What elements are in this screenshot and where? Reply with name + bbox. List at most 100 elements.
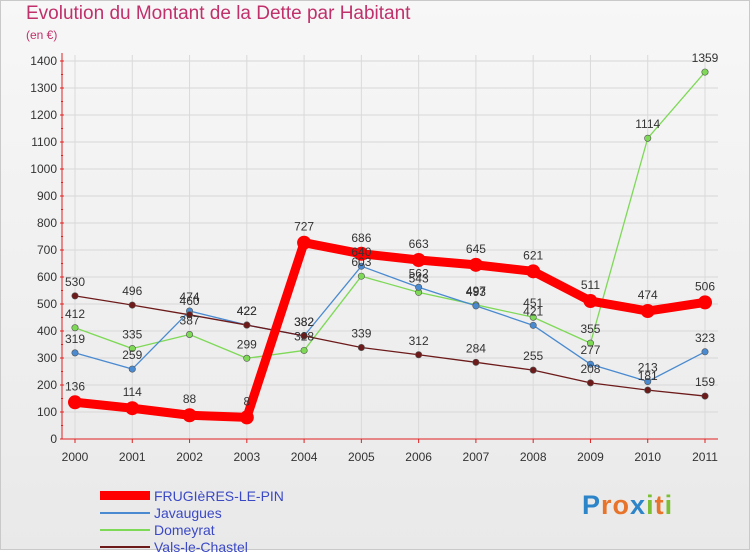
data-label-3: 181 [638, 369, 658, 383]
legend-label-javaugues: Javaugues [154, 504, 222, 521]
data-label-3: 312 [409, 334, 429, 348]
y-tick-label: 400 [37, 324, 57, 338]
data-point-3 [644, 386, 652, 394]
data-label-2: 328 [294, 329, 314, 343]
data-label-0: 621 [523, 248, 543, 262]
y-tick-label: 1400 [30, 54, 57, 68]
data-label-2: 1114 [635, 117, 660, 131]
data-point-0 [583, 294, 598, 309]
data-point-1 [644, 377, 652, 385]
data-point-0 [526, 264, 541, 279]
data-point-3 [71, 292, 79, 300]
data-label-1: 640 [351, 245, 371, 259]
data-point-1 [586, 360, 594, 368]
data-label-0: 727 [294, 220, 314, 234]
data-point-2 [586, 339, 594, 347]
data-point-1 [529, 321, 537, 329]
data-point-3 [701, 392, 709, 400]
data-label-1: 277 [580, 343, 600, 357]
data-point-2 [701, 68, 709, 76]
x-tick-label: 2004 [291, 450, 318, 464]
data-point-0 [640, 304, 655, 319]
data-label-1: 562 [409, 266, 429, 280]
data-point-3 [586, 379, 594, 387]
y-tick-label: 800 [37, 216, 57, 230]
data-point-2 [529, 313, 537, 321]
data-label-0: 136 [65, 379, 85, 393]
data-label-3: 284 [466, 341, 486, 355]
y-tick-label: 200 [37, 378, 57, 392]
data-point-1 [128, 365, 136, 373]
data-point-1 [701, 348, 709, 356]
data-point-2 [71, 324, 79, 332]
data-label-1: 422 [237, 304, 257, 318]
data-point-1 [71, 349, 79, 357]
data-point-2 [644, 134, 652, 142]
data-label-3: 530 [65, 275, 85, 289]
data-label-3: 460 [180, 294, 200, 308]
data-point-0 [354, 246, 369, 261]
data-label-0: 511 [581, 278, 600, 292]
data-point-2 [300, 346, 308, 354]
data-point-3 [243, 321, 251, 329]
data-point-0 [68, 395, 82, 410]
data-label-2: 497 [466, 284, 486, 298]
data-label-1: 319 [65, 332, 85, 346]
data-point-1 [357, 262, 365, 270]
data-point-3 [186, 311, 194, 319]
x-tick-label: 2010 [634, 450, 661, 464]
legend-swatch-domeyrat [100, 528, 150, 531]
data-point-0 [698, 295, 712, 310]
data-label-1: 259 [122, 348, 142, 362]
data-label-3: 255 [523, 349, 543, 363]
legend: FRUGIèRES-LE-PIN Javaugues Domeyrat Vals… [100, 487, 284, 555]
y-tick-label: 900 [37, 189, 57, 203]
data-label-2: 603 [351, 255, 371, 269]
legend-item-frugieres: FRUGIèRES-LE-PIN [100, 487, 284, 504]
data-label-2: 543 [409, 271, 429, 285]
x-tick-label: 2008 [520, 450, 547, 464]
data-point-2 [128, 345, 136, 353]
data-point-3 [300, 332, 308, 340]
data-point-0 [411, 252, 426, 267]
legend-swatch-javaugues [100, 511, 150, 514]
data-label-3: 496 [122, 284, 142, 298]
y-tick-label: 1100 [31, 135, 57, 149]
data-label-0: 663 [409, 237, 429, 251]
y-tick-label: 1300 [30, 81, 57, 95]
data-label-0: 506 [695, 279, 715, 293]
legend-item-javaugues: Javaugues [100, 504, 284, 521]
series-line-1 [74, 265, 706, 383]
data-label-0: 686 [351, 231, 371, 245]
legend-swatch-vals [100, 545, 150, 548]
data-label-0: 645 [466, 242, 486, 256]
data-label-3: 339 [351, 326, 371, 340]
data-label-2: 1359 [692, 51, 719, 65]
data-label-2: 451 [523, 296, 543, 310]
data-label-3: 422 [237, 304, 257, 318]
data-point-3 [415, 351, 423, 359]
data-label-1: 323 [695, 331, 715, 345]
legend-item-vals: Vals-le-Chastel [100, 538, 284, 555]
data-label-2: 299 [237, 337, 257, 351]
data-point-0 [297, 235, 312, 250]
series-line-3 [74, 295, 706, 397]
legend-swatch-frugieres [100, 491, 150, 500]
data-point-2 [186, 331, 194, 339]
y-tick-label: 100 [37, 405, 57, 419]
data-label-1: 421 [523, 304, 543, 318]
data-point-1 [472, 302, 480, 310]
y-tick-label: 1200 [30, 108, 57, 122]
data-label-0: 8 [243, 394, 250, 408]
x-tick-label: 2000 [62, 450, 89, 464]
y-tick-label: 700 [37, 243, 57, 257]
y-tick-label: 500 [37, 297, 57, 311]
legend-item-domeyrat: Domeyrat [100, 521, 284, 538]
x-tick-label: 2006 [405, 450, 432, 464]
data-label-3: 382 [294, 315, 314, 329]
data-point-0 [239, 410, 254, 425]
data-label-2: 412 [65, 307, 85, 321]
data-point-2 [243, 354, 251, 362]
